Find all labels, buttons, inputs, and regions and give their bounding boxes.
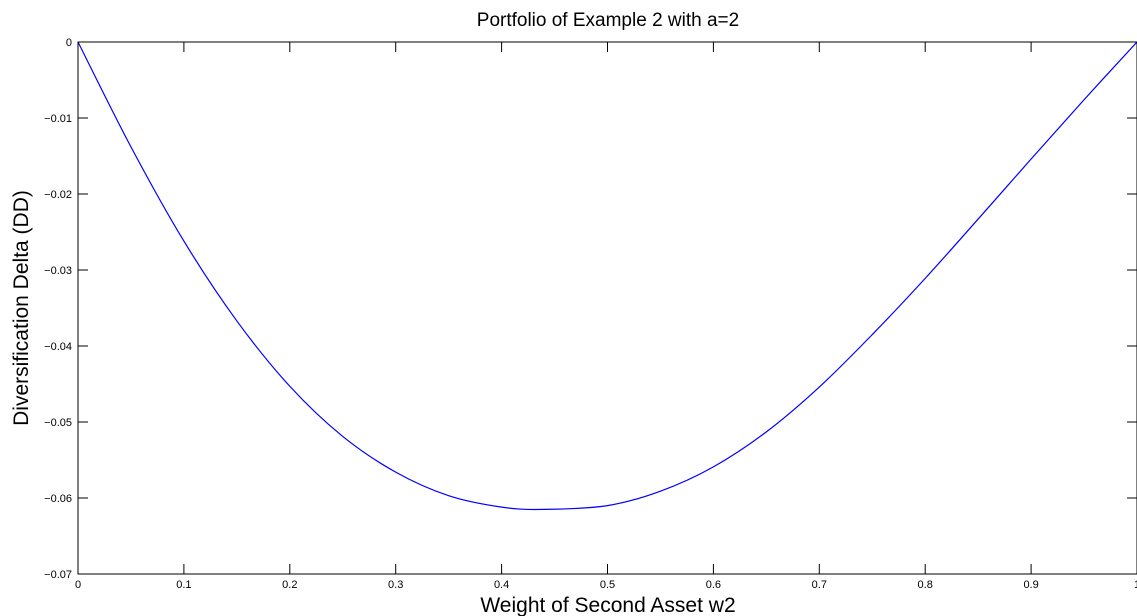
x-tick-label: 0.5 [600, 579, 615, 591]
y-axis-ticks: 0 −0.01 −0.02 −0.03 −0.04 −0.05 −0.06 −0.07 [44, 37, 1137, 581]
x-axis-ticks: 0 0.1 0.2 0.3 0.4 0.5 0.6 0.7 0.8 0.9 1 [75, 42, 1137, 591]
x-tick-label: 0.2 [282, 579, 297, 591]
y-axis-label: Diversification Delta (DD) [10, 190, 33, 426]
x-tick-label: 0 [75, 579, 81, 591]
series-line [77, 41, 1137, 511]
x-axis-label: Weight of Second Asset w2 [480, 594, 735, 616]
x-tick-label: 0.4 [494, 579, 509, 591]
y-tick-label: −0.04 [44, 341, 72, 353]
x-tick-label: 0.6 [706, 579, 721, 591]
y-tick-label: −0.03 [44, 265, 72, 277]
y-tick-label: −0.05 [44, 417, 72, 429]
x-tick-label: 0.1 [176, 579, 191, 591]
axes-frame [77, 41, 1137, 575]
y-tick-label: −0.07 [44, 569, 72, 581]
y-tick-label: −0.01 [44, 113, 72, 125]
y-tick-label: 0 [66, 37, 72, 49]
chart-title: Portfolio of Example 2 with a=2 [477, 10, 739, 31]
y-tick-label: −0.06 [44, 493, 72, 505]
x-tick-label: 1 [1134, 579, 1137, 591]
x-tick-label: 0.3 [388, 579, 403, 591]
x-tick-label: 0.8 [918, 579, 933, 591]
x-tick-label: 0.9 [1023, 579, 1038, 591]
plot-area: 0 0.1 0.2 0.3 0.4 0.5 0.6 0.7 0.8 0.9 1 0 −0.01 −0.0… [44, 37, 1137, 591]
x-tick-label: 0.7 [812, 579, 827, 591]
y-tick-label: −0.02 [44, 189, 72, 201]
